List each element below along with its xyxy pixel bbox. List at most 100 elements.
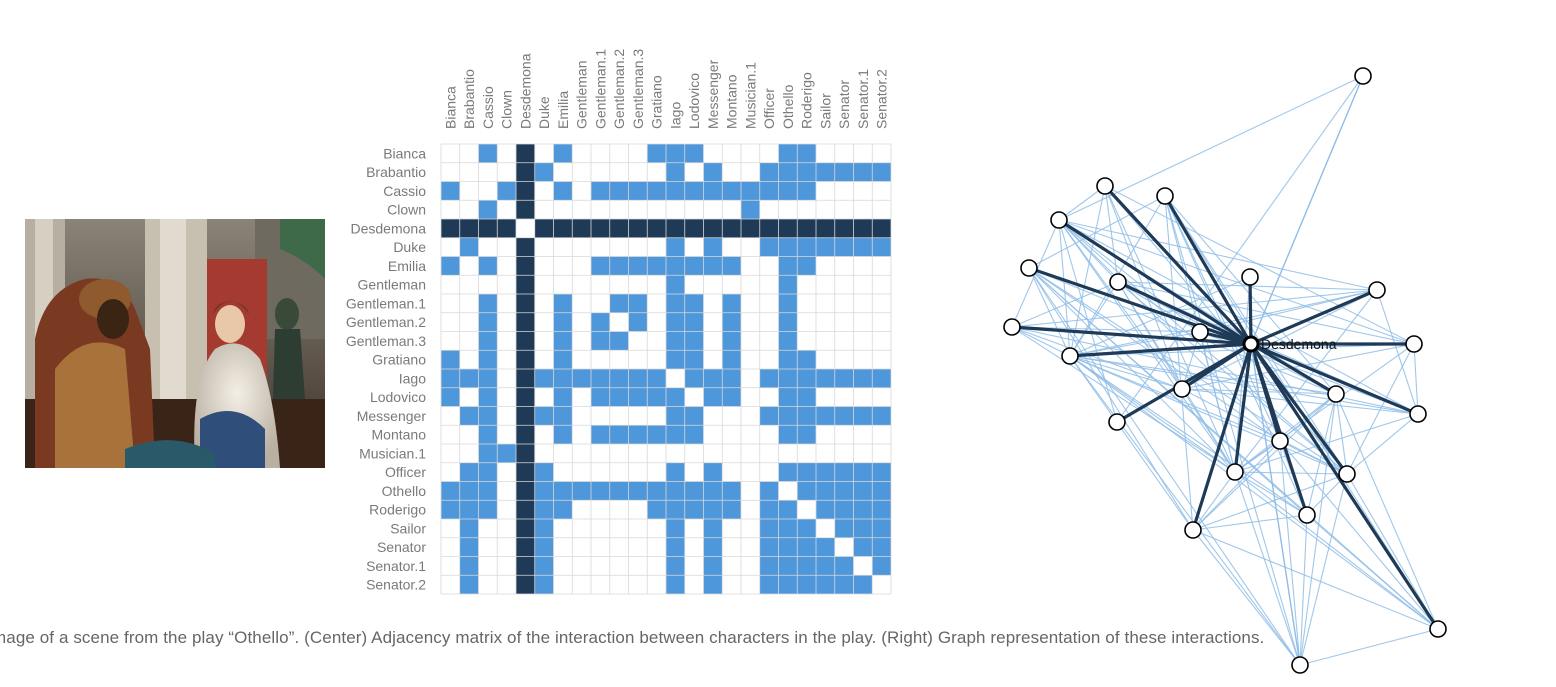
- graph-edge: [1069, 276, 1251, 357]
- matrix-cell: [703, 256, 723, 276]
- matrix-cell: [647, 162, 666, 182]
- matrix-cell: [703, 237, 723, 257]
- matrix-cell: [441, 312, 460, 332]
- matrix-cell: [778, 144, 798, 163]
- matrix-cell: [684, 275, 704, 294]
- matrix-cell: [534, 575, 554, 594]
- graph-node[interactable]: [1156, 187, 1174, 205]
- matrix-cell: [478, 387, 498, 407]
- matrix-cell: [478, 350, 498, 369]
- matrix-column-label: Duke: [536, 96, 552, 129]
- matrix-cell: [834, 425, 854, 444]
- matrix-cell: [647, 556, 666, 576]
- matrix-cell: [497, 556, 516, 576]
- matrix-cell: [497, 162, 516, 182]
- graph-edge: [1058, 219, 1183, 390]
- matrix-cell: [553, 200, 573, 219]
- graph-node[interactable]: [1191, 323, 1209, 341]
- matrix-cell: [816, 237, 835, 257]
- matrix-cells: [441, 144, 891, 594]
- graph-nodes: [1003, 67, 1447, 674]
- graph-node[interactable]: [1184, 521, 1202, 539]
- graph-edge: [1279, 440, 1301, 666]
- matrix-cell: [853, 200, 873, 219]
- graph-edge: [1192, 514, 1308, 531]
- matrix-cell: [703, 312, 723, 332]
- graph-node[interactable]: [1050, 211, 1068, 229]
- matrix-cell: [591, 219, 610, 238]
- graph-edge: [1058, 219, 1419, 415]
- graph-node[interactable]: [1096, 177, 1114, 195]
- graph-node[interactable]: [1338, 465, 1356, 483]
- graph-edge-highlight: [1058, 218, 1252, 346]
- graph-node[interactable]: [1429, 620, 1447, 638]
- matrix-cell: [722, 331, 741, 351]
- matrix-cell: [441, 162, 460, 182]
- graph-node[interactable]: [1242, 335, 1260, 353]
- matrix-cell: [872, 500, 891, 519]
- matrix-column-label: Roderigo: [799, 72, 815, 129]
- matrix-cell: [591, 256, 610, 276]
- matrix-cell: [459, 144, 479, 163]
- matrix-cell: [647, 519, 666, 538]
- graph-node[interactable]: [1003, 318, 1021, 336]
- matrix-cell: [872, 312, 891, 332]
- matrix-cell: [609, 275, 629, 294]
- graph-node[interactable]: [1241, 268, 1259, 286]
- matrix-cell: [497, 294, 516, 313]
- matrix-cell: [759, 331, 779, 351]
- matrix-cell: [459, 237, 479, 257]
- graph-node[interactable]: [1108, 413, 1126, 431]
- matrix-cell: [497, 331, 516, 351]
- matrix-cell: [534, 312, 554, 332]
- matrix-cell: [722, 481, 741, 501]
- matrix-cell: [591, 237, 610, 257]
- graph-node[interactable]: [1298, 506, 1316, 524]
- matrix-cell: [778, 331, 798, 351]
- matrix-cell: [628, 294, 648, 313]
- matrix-cell: [741, 350, 760, 369]
- matrix-cell: [459, 575, 479, 594]
- matrix-row-label: Gentleman.2: [346, 314, 426, 330]
- matrix-cell: [872, 444, 891, 463]
- matrix-cell: [797, 387, 816, 407]
- matrix-cell: [684, 312, 704, 332]
- graph-node[interactable]: [1354, 67, 1372, 85]
- matrix-cell: [853, 275, 873, 294]
- matrix-cell: [497, 144, 516, 163]
- graph-node[interactable]: [1291, 656, 1309, 674]
- graph-edge: [1306, 514, 1439, 630]
- matrix-cell: [797, 425, 816, 444]
- matrix-cell: [572, 219, 591, 238]
- matrix-cell: [441, 369, 460, 388]
- graph-node[interactable]: [1061, 347, 1079, 365]
- matrix-cell: [834, 256, 854, 276]
- graph-node[interactable]: [1271, 432, 1289, 450]
- graph-edge: [1192, 529, 1301, 666]
- graph-node[interactable]: [1409, 405, 1427, 423]
- matrix-cell: [834, 181, 854, 201]
- graph-node[interactable]: [1020, 259, 1038, 277]
- matrix-cell: [759, 144, 779, 163]
- graph-node[interactable]: [1173, 380, 1191, 398]
- graph-node[interactable]: [1226, 463, 1244, 481]
- matrix-cell: [441, 200, 460, 219]
- matrix-cell: [609, 144, 629, 163]
- matrix-cell: [647, 444, 666, 463]
- matrix-cell: [647, 387, 666, 407]
- matrix-cell: [459, 462, 479, 482]
- matrix-cell: [834, 500, 854, 519]
- matrix-cell: [628, 369, 648, 388]
- matrix-cell: [666, 406, 685, 426]
- matrix-cell: [459, 481, 479, 501]
- matrix-column-label: Musician.1: [742, 62, 758, 129]
- graph-node[interactable]: [1327, 385, 1345, 403]
- graph-node[interactable]: [1405, 335, 1423, 353]
- graph-node[interactable]: [1109, 273, 1127, 291]
- graph-edge: [1413, 343, 1419, 415]
- graph-edge: [1192, 440, 1281, 531]
- matrix-cell: [459, 387, 479, 407]
- matrix-cell: [797, 181, 816, 201]
- matrix-cell: [647, 237, 666, 257]
- graph-node[interactable]: [1368, 281, 1386, 299]
